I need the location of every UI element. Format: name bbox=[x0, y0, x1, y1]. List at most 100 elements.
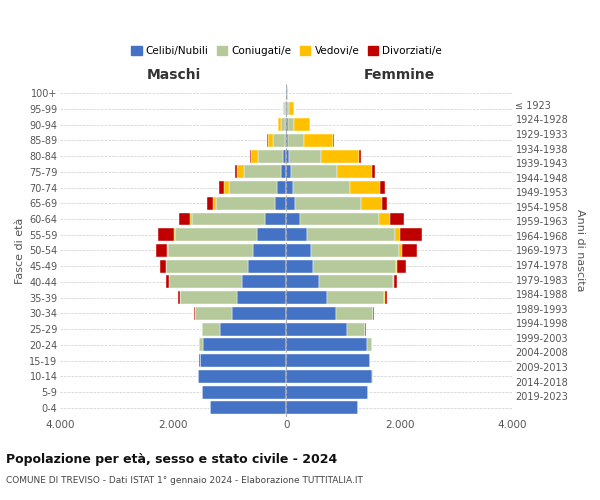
Bar bbox=[250, 150, 251, 162]
Bar bbox=[382, 197, 387, 209]
Bar bbox=[216, 197, 275, 209]
Bar bbox=[265, 212, 286, 226]
Text: Maschi: Maschi bbox=[146, 68, 200, 82]
Bar bbox=[380, 181, 385, 194]
Bar bbox=[166, 260, 248, 272]
Bar bbox=[169, 276, 242, 288]
Bar bbox=[337, 166, 372, 178]
Bar bbox=[167, 244, 168, 257]
Bar bbox=[285, 118, 286, 131]
Bar bbox=[347, 322, 365, 336]
Bar bbox=[242, 276, 286, 288]
Bar bbox=[379, 212, 390, 226]
Bar bbox=[295, 197, 361, 209]
Bar bbox=[156, 244, 167, 257]
Bar bbox=[178, 291, 180, 304]
Bar bbox=[286, 291, 327, 304]
Bar bbox=[287, 118, 294, 131]
Bar bbox=[286, 276, 319, 288]
Bar bbox=[311, 244, 399, 257]
Bar bbox=[286, 402, 358, 414]
Legend: Celibi/Nubili, Coniugati/e, Vedovi/e, Divorziati/e: Celibi/Nubili, Coniugati/e, Vedovi/e, Di… bbox=[127, 42, 446, 60]
Bar bbox=[281, 166, 286, 178]
Bar bbox=[395, 228, 400, 241]
Bar bbox=[202, 386, 286, 398]
Bar bbox=[284, 102, 286, 116]
Bar bbox=[294, 118, 310, 131]
Bar bbox=[251, 150, 258, 162]
Bar bbox=[283, 150, 286, 162]
Bar bbox=[166, 276, 169, 288]
Bar bbox=[288, 134, 304, 147]
Bar bbox=[220, 181, 224, 194]
Bar bbox=[237, 291, 286, 304]
Bar bbox=[286, 212, 300, 226]
Bar bbox=[402, 244, 418, 257]
Bar bbox=[281, 118, 285, 131]
Bar bbox=[198, 370, 286, 383]
Bar bbox=[202, 322, 220, 336]
Bar bbox=[286, 338, 367, 351]
Bar bbox=[267, 134, 268, 147]
Bar bbox=[179, 212, 190, 226]
Bar bbox=[286, 370, 373, 383]
Bar bbox=[286, 228, 307, 241]
Bar bbox=[173, 228, 175, 241]
Bar bbox=[268, 134, 273, 147]
Bar bbox=[210, 402, 286, 414]
Bar bbox=[286, 354, 370, 367]
Bar bbox=[248, 260, 286, 272]
Bar bbox=[278, 118, 281, 131]
Bar bbox=[200, 354, 286, 367]
Bar bbox=[319, 276, 393, 288]
Bar bbox=[194, 307, 196, 320]
Bar bbox=[372, 166, 376, 178]
Bar bbox=[287, 86, 288, 100]
Bar bbox=[286, 260, 313, 272]
Bar bbox=[180, 291, 237, 304]
Bar bbox=[327, 291, 385, 304]
Text: COMUNE DI TREVISO - Dati ISTAT 1° gennaio 2024 - Elaborazione TUTTITALIA.IT: COMUNE DI TREVISO - Dati ISTAT 1° gennai… bbox=[6, 476, 363, 485]
Bar bbox=[300, 212, 379, 226]
Bar bbox=[287, 102, 289, 116]
Bar bbox=[196, 307, 232, 320]
Bar bbox=[286, 386, 368, 398]
Bar bbox=[286, 197, 295, 209]
Bar bbox=[286, 307, 335, 320]
Bar bbox=[286, 134, 288, 147]
Bar bbox=[313, 260, 396, 272]
Bar bbox=[258, 150, 283, 162]
Bar bbox=[232, 307, 286, 320]
Bar bbox=[277, 181, 286, 194]
Bar bbox=[273, 134, 284, 147]
Bar bbox=[350, 181, 380, 194]
Bar bbox=[373, 307, 374, 320]
Bar bbox=[286, 102, 287, 116]
Bar bbox=[168, 244, 253, 257]
Bar bbox=[335, 307, 373, 320]
Bar bbox=[257, 228, 286, 241]
Bar bbox=[191, 212, 265, 226]
Bar bbox=[220, 322, 286, 336]
Bar bbox=[394, 276, 397, 288]
Bar bbox=[160, 260, 166, 272]
Bar bbox=[190, 212, 191, 226]
Bar bbox=[284, 134, 286, 147]
Text: Femmine: Femmine bbox=[364, 68, 435, 82]
Bar bbox=[175, 228, 257, 241]
Bar bbox=[361, 197, 382, 209]
Bar bbox=[286, 244, 311, 257]
Bar bbox=[244, 166, 281, 178]
Bar bbox=[238, 166, 244, 178]
Bar bbox=[224, 181, 229, 194]
Bar bbox=[208, 197, 213, 209]
Bar bbox=[397, 260, 406, 272]
Bar bbox=[307, 228, 395, 241]
Y-axis label: Fasce di età: Fasce di età bbox=[15, 218, 25, 284]
Bar bbox=[390, 212, 404, 226]
Bar bbox=[235, 166, 238, 178]
Bar bbox=[275, 197, 286, 209]
Bar bbox=[321, 150, 359, 162]
Bar bbox=[286, 166, 290, 178]
Bar bbox=[229, 181, 277, 194]
